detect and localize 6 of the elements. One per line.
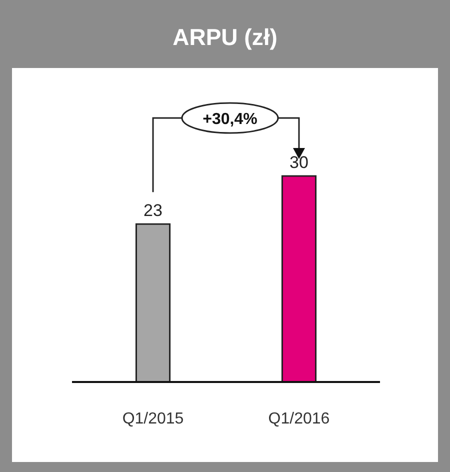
x-tick-label: Q1/2015 [122, 410, 184, 428]
chart-title: ARPU (zł) [172, 24, 278, 50]
x-tick-label: Q1/2016 [268, 410, 330, 428]
text: +30,4% [202, 111, 258, 128]
data-label: 30 [290, 153, 308, 172]
data-label: 23 [144, 201, 162, 220]
